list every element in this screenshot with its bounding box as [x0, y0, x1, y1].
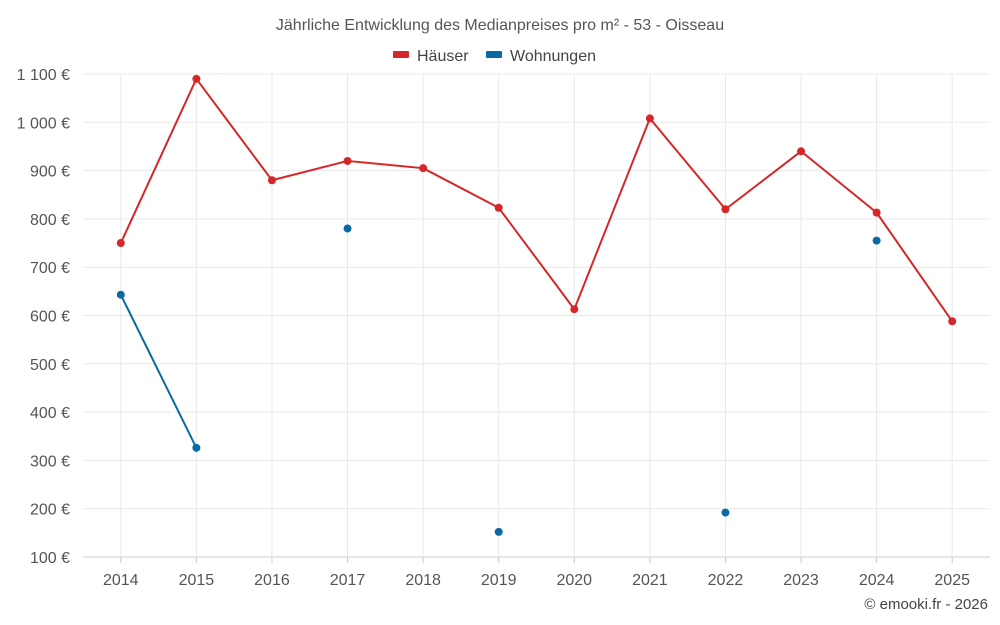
grid	[83, 73, 990, 558]
series	[116, 74, 957, 536]
data-point-haeuser[interactable]	[192, 74, 201, 83]
series-haeuser	[116, 74, 957, 326]
data-point-haeuser[interactable]	[494, 203, 503, 212]
y-tick-label: 500 €	[30, 357, 70, 374]
x-axis-ticks: 2014 2015 2016 2017 2018 2019 2020 2021 2022 2023…	[103, 557, 970, 589]
data-point-haeuser[interactable]	[721, 205, 730, 214]
data-point-wohnungen[interactable]	[343, 224, 352, 233]
series-wohnungen	[116, 224, 881, 536]
x-tick-label: 2018	[405, 572, 441, 589]
data-point-haeuser[interactable]	[343, 156, 352, 165]
y-tick-label: 1 000 €	[17, 115, 70, 132]
chart-title: Jährliche Entwicklung des Medianpreises …	[276, 17, 724, 34]
x-tick-label: 2024	[859, 572, 895, 589]
y-tick-label: 100 €	[30, 550, 70, 567]
x-tick-label: 2016	[254, 572, 290, 589]
data-point-wohnungen[interactable]	[721, 508, 730, 517]
legend-label-wohnungen[interactable]: Wohnungen	[510, 48, 596, 65]
x-tick-label: 2025	[934, 572, 970, 589]
legend[interactable]: Häuser Wohnungen	[393, 48, 596, 65]
series-line-haeuser	[119, 77, 954, 322]
x-tick-label: 2014	[103, 572, 139, 589]
data-point-wohnungen[interactable]	[192, 443, 201, 452]
x-tick-label: 2019	[481, 572, 517, 589]
y-axis-ticks: 100 € 200 € 300 € 400 € 500 € 600 € 700 € 800 €…	[17, 67, 70, 567]
x-tick-label: 2020	[556, 572, 592, 589]
data-point-wohnungen[interactable]	[116, 290, 125, 299]
data-point-haeuser[interactable]	[645, 114, 654, 123]
x-tick-label: 2017	[330, 572, 366, 589]
data-point-haeuser[interactable]	[267, 176, 276, 185]
x-tick-label: 2022	[708, 572, 744, 589]
x-tick-label: 2015	[179, 572, 215, 589]
y-tick-label: 1 100 €	[17, 67, 70, 84]
legend-swatch-haeuser	[393, 51, 409, 58]
x-tick-label: 2023	[783, 572, 819, 589]
data-point-haeuser[interactable]	[797, 147, 806, 156]
data-point-haeuser[interactable]	[419, 164, 428, 173]
data-point-haeuser[interactable]	[116, 239, 125, 248]
data-point-haeuser[interactable]	[948, 317, 957, 326]
y-tick-label: 900 €	[30, 164, 70, 181]
y-tick-label: 400 €	[30, 405, 70, 422]
y-tick-label: 700 €	[30, 260, 70, 277]
x-tick-label: 2021	[632, 572, 668, 589]
legend-label-haeuser[interactable]: Häuser	[417, 48, 469, 65]
y-tick-label: 200 €	[30, 502, 70, 519]
y-tick-label: 300 €	[30, 453, 70, 470]
y-tick-label: 800 €	[30, 212, 70, 229]
data-point-wohnungen[interactable]	[494, 527, 503, 536]
data-point-haeuser[interactable]	[570, 305, 579, 314]
series-line-wohnungen	[119, 294, 198, 449]
data-point-haeuser[interactable]	[872, 208, 881, 217]
credit-text: © emooki.fr - 2026	[864, 596, 988, 613]
data-point-wohnungen[interactable]	[872, 236, 881, 245]
legend-swatch-wohnungen	[486, 51, 502, 58]
y-tick-label: 600 €	[30, 309, 70, 326]
